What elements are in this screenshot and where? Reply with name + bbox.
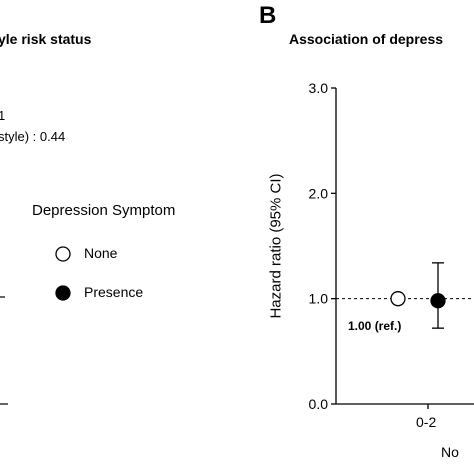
legend-label-none: None xyxy=(84,245,118,261)
x-tick-label: 0-2 xyxy=(416,414,437,430)
y-tick-label: 0.0 xyxy=(309,396,329,412)
data-point-presence xyxy=(430,293,446,309)
y-tick-label: 3.0 xyxy=(309,80,329,96)
legend-label-presence: Presence xyxy=(84,284,144,300)
reference-label: 1.00 (ref.) xyxy=(348,319,402,333)
x-axis-label: No xyxy=(441,444,459,460)
panel-a-text-line-1: 1 xyxy=(0,108,6,123)
panel-a-text-line-2: style) : 0.44 xyxy=(0,129,66,144)
legend-title: Depression Symptom xyxy=(32,202,176,219)
legend-marker-presence xyxy=(55,285,71,301)
chart-title: Association of depress xyxy=(289,31,444,47)
y-tick-label: 1.0 xyxy=(309,291,329,307)
panel-a-title: yle risk status xyxy=(0,31,92,47)
y-tick-label: 2.0 xyxy=(309,185,329,201)
panel-b-letter: B xyxy=(259,2,277,29)
legend-marker-none xyxy=(55,246,71,262)
data-point-none xyxy=(390,291,406,307)
